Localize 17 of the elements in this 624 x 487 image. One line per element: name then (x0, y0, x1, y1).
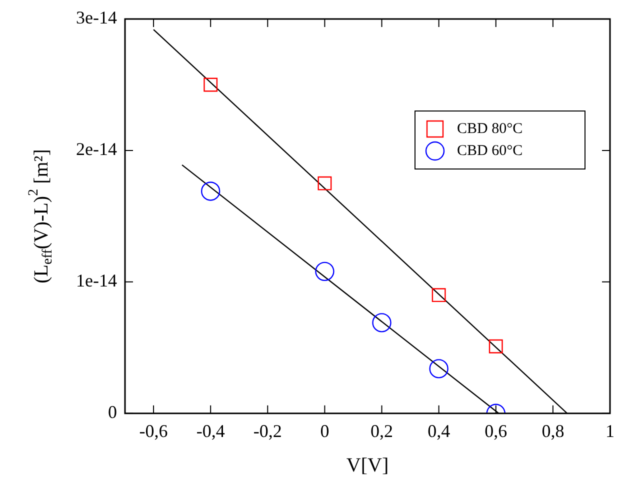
y-tick-label: 2e-14 (76, 139, 117, 160)
x-tick-label: -0,4 (196, 420, 225, 441)
x-tick-label: 0,2 (370, 420, 394, 441)
x-tick-label: 0 (320, 420, 330, 441)
y-tick-label: 0 (108, 402, 117, 422)
x-tick-label: -0,2 (253, 420, 282, 441)
legend-label: CBD 60°C (457, 142, 523, 159)
x-tick-label: 0,8 (542, 420, 564, 441)
x-tick-label: -0,6 (139, 420, 168, 441)
y-axis-title: (Leff(V)-L)2 [m²] (26, 149, 56, 284)
x-axis-title: V[V] (346, 454, 389, 476)
x-tick-label: 1 (606, 420, 614, 441)
y-tick-label: 3e-14 (76, 8, 117, 28)
x-tick-label: 0,6 (484, 420, 508, 441)
legend-label: CBD 80°C (457, 120, 523, 137)
x-tick-label: 0,4 (428, 420, 450, 441)
y-tick-label: 1e-14 (76, 270, 117, 291)
